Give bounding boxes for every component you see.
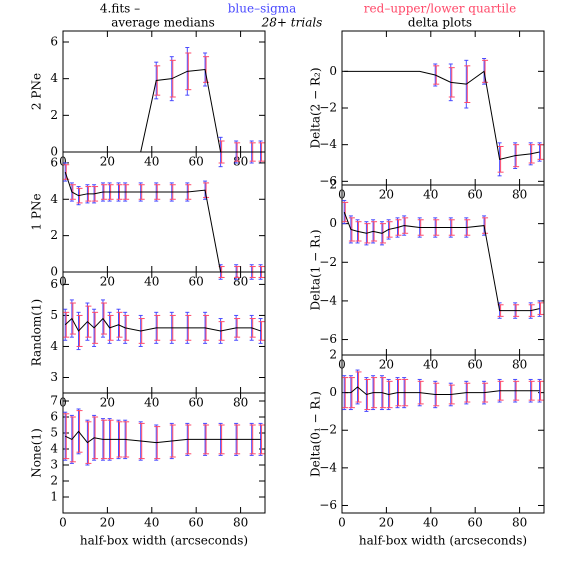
x-tick-label: 0 bbox=[59, 516, 67, 530]
y-tick-label: 5 bbox=[50, 308, 58, 322]
y-tick-label: 2 bbox=[50, 108, 58, 122]
y-axis-label: 2 PNe bbox=[30, 73, 44, 110]
x-tick-label: 80 bbox=[512, 188, 527, 202]
y-tick-label: 4 bbox=[50, 339, 58, 353]
x-tick-label: 20 bbox=[100, 516, 115, 530]
y-tick-label: 2 bbox=[50, 228, 58, 242]
y-tick-label: 4 bbox=[50, 192, 58, 206]
y-tick-label: −6 bbox=[319, 174, 337, 188]
median-line bbox=[344, 386, 540, 396]
plot-frame bbox=[341, 354, 545, 514]
x-tick-label: 60 bbox=[468, 358, 483, 372]
y-tick-label: 3 bbox=[50, 370, 58, 384]
file-label: 4.fits – bbox=[100, 2, 140, 16]
y-tick-label: −2 bbox=[319, 423, 337, 437]
x-tick-label: 20 bbox=[100, 275, 115, 289]
y-tick-label: −4 bbox=[319, 293, 337, 307]
x-tick-label: 60 bbox=[468, 188, 483, 202]
y-tick-label: 6 bbox=[50, 410, 58, 424]
x-tick-label: 80 bbox=[233, 275, 248, 289]
x-tick-label: 60 bbox=[189, 275, 204, 289]
y-tick-label: −6 bbox=[319, 498, 337, 512]
x-tick-label: 20 bbox=[379, 358, 394, 372]
y-axis-label: Random(1) bbox=[30, 299, 44, 366]
x-tick-label: 40 bbox=[423, 516, 438, 530]
median-line bbox=[344, 70, 540, 160]
y-tick-label: 7 bbox=[50, 394, 58, 408]
x-axis-label: half-box width (arcseconds) bbox=[80, 534, 248, 548]
y-tick-label: 2 bbox=[50, 474, 58, 488]
plot-frame bbox=[341, 30, 545, 186]
right-title: delta plots bbox=[408, 16, 472, 30]
x-tick-label: 40 bbox=[144, 155, 159, 169]
x-tick-label: 20 bbox=[100, 155, 115, 169]
x-tick-label: 20 bbox=[379, 516, 394, 530]
median-line bbox=[343, 211, 540, 312]
x-tick-label: 60 bbox=[189, 396, 204, 410]
y-tick-label: 2 bbox=[329, 348, 337, 362]
sigma-legend: blue–sigma bbox=[228, 2, 297, 16]
x-tick-label: 80 bbox=[512, 358, 527, 372]
y-tick-label: −6 bbox=[319, 332, 337, 346]
y-tick-label: 5 bbox=[50, 426, 58, 440]
y-tick-label: 1 bbox=[50, 490, 58, 504]
median-line bbox=[64, 317, 261, 332]
x-tick-label: 80 bbox=[512, 516, 527, 530]
x-tick-label: 40 bbox=[144, 516, 159, 530]
plot-frame bbox=[62, 271, 266, 394]
x-tick-label: 20 bbox=[379, 188, 394, 202]
x-tick-label: 40 bbox=[144, 396, 159, 410]
y-tick-label: 0 bbox=[329, 64, 337, 78]
y-tick-label: 0 bbox=[50, 145, 58, 159]
y-axis-label: 1 PNe bbox=[30, 193, 44, 230]
y-tick-label: −2 bbox=[319, 255, 337, 269]
y-tick-label: −4 bbox=[319, 460, 337, 474]
y-axis-label: Delta(0₁ − R₁) bbox=[309, 391, 323, 477]
y-axis-label: Delta(2 − R₂) bbox=[309, 67, 323, 148]
trials-label: 28+ trials bbox=[261, 16, 323, 30]
y-tick-label: 0 bbox=[329, 216, 337, 230]
median-line bbox=[65, 68, 261, 153]
x-tick-label: 60 bbox=[189, 516, 204, 530]
y-tick-label: 6 bbox=[50, 277, 58, 291]
y-tick-label: −4 bbox=[319, 137, 337, 151]
x-tick-label: 0 bbox=[338, 516, 346, 530]
left-title: average medians bbox=[111, 16, 215, 30]
y-tick-label: 3 bbox=[50, 458, 58, 472]
y-tick-label: 2 bbox=[329, 178, 337, 192]
y-tick-label: 0 bbox=[50, 265, 58, 279]
x-axis-label: half-box width (arcseconds) bbox=[359, 534, 527, 548]
plot-frame bbox=[62, 151, 266, 273]
y-tick-label: 4 bbox=[50, 71, 58, 85]
x-tick-label: 40 bbox=[423, 358, 438, 372]
x-tick-label: 80 bbox=[233, 516, 248, 530]
plot-frame bbox=[62, 30, 266, 153]
x-tick-label: 60 bbox=[468, 516, 483, 530]
y-tick-label: 6 bbox=[50, 35, 58, 49]
median-line bbox=[65, 430, 261, 444]
y-tick-label: 6 bbox=[50, 155, 58, 169]
x-tick-label: 40 bbox=[144, 275, 159, 289]
y-tick-label: 4 bbox=[50, 442, 58, 456]
x-tick-label: 80 bbox=[233, 396, 248, 410]
x-tick-label: 20 bbox=[100, 396, 115, 410]
y-tick-label: −2 bbox=[319, 101, 337, 115]
x-tick-label: 40 bbox=[423, 188, 438, 202]
x-tick-label: 60 bbox=[189, 155, 204, 169]
y-axis-label: Delta(1 − R₁) bbox=[309, 229, 323, 310]
quartile-legend: red–upper/lower quartile bbox=[364, 2, 516, 16]
y-axis-label: None(1) bbox=[30, 428, 44, 478]
plot-frame bbox=[341, 184, 545, 356]
plot-frame bbox=[62, 392, 266, 514]
y-tick-label: 0 bbox=[329, 385, 337, 399]
